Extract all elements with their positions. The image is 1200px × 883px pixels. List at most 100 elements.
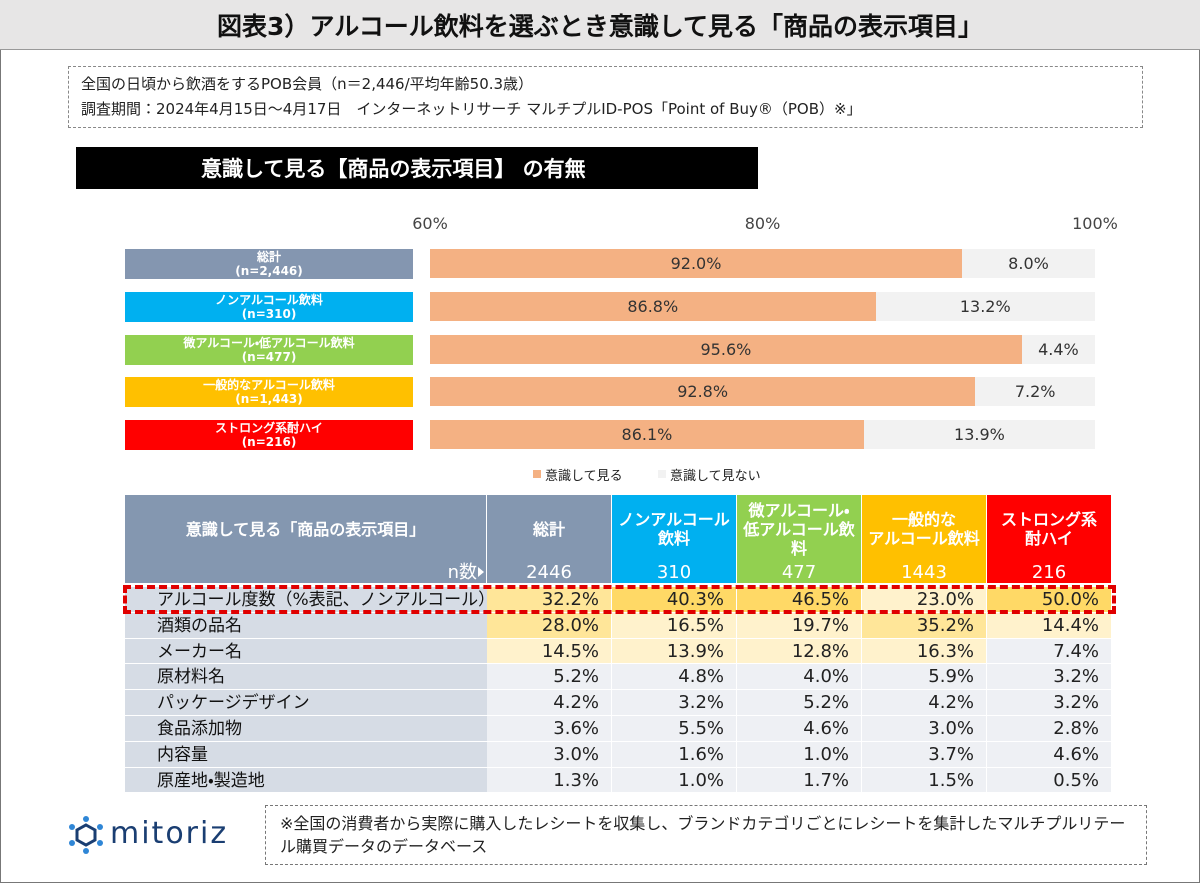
table-cell: 13.9% xyxy=(612,638,737,665)
table-cell: 1.3% xyxy=(487,767,612,794)
data-label: 86.8% xyxy=(627,297,679,316)
row-label: パッケージデザイン xyxy=(125,690,487,716)
footnote: ※全国の消費者から実際に購入したレシートを収集し、ブランドカテゴリごとにレシート… xyxy=(265,805,1147,865)
table-cell: 1.0% xyxy=(737,741,862,768)
table-cell: 4.2% xyxy=(862,690,987,716)
table-cell: 1.0% xyxy=(612,767,737,794)
table-cell: 1.7% xyxy=(737,767,862,794)
table-cell: 50.0% xyxy=(987,587,1112,613)
category-label: 微アルコール・低アルコール飲料 (n=477) xyxy=(125,335,413,365)
table-cell: 12.8% xyxy=(737,638,862,665)
table-cell: 1.5% xyxy=(862,767,987,794)
table-cell: 5.2% xyxy=(487,664,612,691)
notes: 全国の日頃から飲酒をするPOB会員（n＝2,446/平均年齢50.3歳） 調査期… xyxy=(68,66,1143,128)
row-label: 原材料名 xyxy=(125,664,487,691)
category-label: ストロング系酎ハイ (n=216) xyxy=(125,420,413,450)
bar-segment xyxy=(430,377,976,406)
bar-segment xyxy=(430,292,876,321)
n-arrow xyxy=(478,567,484,577)
table-cell: 4.0% xyxy=(737,664,862,691)
legend-swatch xyxy=(658,470,666,478)
legend-label: 意識して見る xyxy=(545,469,623,484)
n-value: 2446 xyxy=(487,563,612,583)
table-cell: 3.2% xyxy=(987,664,1112,691)
logo-icon xyxy=(69,816,103,854)
bar-segment xyxy=(430,249,962,278)
bar-segment xyxy=(875,292,1095,321)
x-tick-label: 80% xyxy=(744,214,781,233)
row-label: アルコール度数（%表記、ノンアルコール） xyxy=(125,587,495,613)
n-value: 216 xyxy=(987,563,1112,583)
n-value: 477 xyxy=(737,563,862,583)
table-cell: 23.0% xyxy=(862,587,987,613)
table-cell: 2.8% xyxy=(987,716,1112,742)
row-label: 酒類の品名 xyxy=(125,612,487,639)
page-title: 図表3）アルコール飲料を選ぶとき意識して見る「商品の表示項目」 xyxy=(0,0,1200,50)
category-label: ノンアルコール飲料 (n=310) xyxy=(125,292,413,322)
table-cell: 35.2% xyxy=(862,612,987,639)
table-header: ノンアルコール 飲料 xyxy=(612,495,737,563)
table-cell: 5.2% xyxy=(737,690,862,716)
table-cell: 3.6% xyxy=(487,716,612,742)
table-cell: 19.7% xyxy=(737,612,862,639)
legend-swatch xyxy=(533,470,541,478)
x-tick-label: 100% xyxy=(1072,214,1118,233)
table-cell: 4.6% xyxy=(737,716,862,742)
row-label: メーカー名 xyxy=(125,638,487,665)
n-value: 310 xyxy=(612,563,737,583)
data-label: 13.9% xyxy=(954,425,1005,444)
table-cell: 16.5% xyxy=(612,612,737,639)
table-cell: 3.2% xyxy=(612,690,737,716)
note-line: 調査期間：2024年4月15日～4月17日 インターネットリサーチ マルチプルI… xyxy=(81,100,862,118)
table-cell: 3.7% xyxy=(862,741,987,768)
n-value: 1443 xyxy=(862,563,987,583)
table-cell: 4.8% xyxy=(612,664,737,691)
table-cell: 14.4% xyxy=(987,612,1112,639)
table-cell: 0.5% xyxy=(987,767,1112,794)
table-cell: 4.2% xyxy=(487,690,612,716)
table-header: ストロング系 酎ハイ xyxy=(987,495,1112,563)
table-header: 一般的な アルコール飲料 xyxy=(862,495,987,563)
data-label: 13.2% xyxy=(959,297,1011,316)
data-label: 8.0% xyxy=(1008,254,1049,273)
data-label: 92.8% xyxy=(677,382,729,401)
table-cell: 3.2% xyxy=(987,690,1112,716)
table-cell: 40.3% xyxy=(612,587,737,613)
row-label: 内容量 xyxy=(125,741,487,768)
note-line: 全国の日頃から飲酒をするPOB会員（n＝2,446/平均年齢50.3歳） xyxy=(81,75,534,93)
data-label: 4.4% xyxy=(1038,340,1079,359)
table-header: 微アルコール・ 低アルコール飲 料 xyxy=(737,495,862,563)
table-cell: 46.5% xyxy=(737,587,862,613)
legend-label: 意識して見ない xyxy=(670,469,761,484)
table-header: 意識して見る「商品の表示項目」 xyxy=(125,495,487,583)
bar-segment xyxy=(975,377,1095,406)
bar-segment xyxy=(430,420,864,449)
table-cell: 1.6% xyxy=(612,741,737,768)
table-cell: 3.0% xyxy=(862,716,987,742)
bar-segment xyxy=(863,420,1095,449)
table-cell: 4.6% xyxy=(987,741,1112,768)
table-cell: 3.0% xyxy=(487,741,612,768)
x-tick-label: 60% xyxy=(412,214,448,233)
table-cell: 28.0% xyxy=(487,612,612,639)
data-label: 86.1% xyxy=(621,425,673,444)
table-cell: 7.4% xyxy=(987,638,1112,665)
table-header: 総計 xyxy=(487,495,612,563)
data-label: 92.0% xyxy=(670,254,722,273)
row-label: 食品添加物 xyxy=(125,716,487,742)
table-cell: 5.9% xyxy=(862,664,987,691)
row-label: 原産地・製造地 xyxy=(125,767,487,794)
category-label: 一般的なアルコール飲料 (n=1,443) xyxy=(125,377,413,407)
logo: mitoriz xyxy=(110,816,229,851)
category-label: 総計 (n=2,446) xyxy=(125,249,413,279)
table-cell: 16.3% xyxy=(862,638,987,665)
n-label: n数 xyxy=(447,562,477,583)
bar-segment xyxy=(430,335,1022,364)
table-cell: 5.5% xyxy=(612,716,737,742)
highlight-box xyxy=(123,585,1116,614)
bar-segment xyxy=(1021,335,1095,364)
bar-segment xyxy=(962,249,1095,278)
data-label: 7.2% xyxy=(1014,382,1056,401)
table-cell: 14.5% xyxy=(487,638,612,665)
